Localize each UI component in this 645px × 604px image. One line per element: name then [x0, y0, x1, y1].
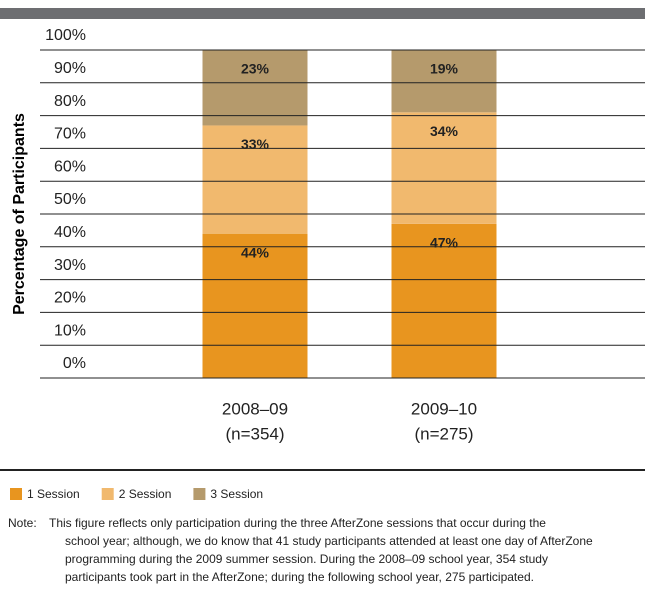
y-tick-label: 10%	[54, 322, 86, 339]
y-tick-label: 30%	[54, 257, 86, 274]
legend-label: 2 Session	[119, 487, 172, 501]
chart: Percentage of Participants 44% 33% 23% 2008…	[0, 8, 645, 501]
note: Note: This figure reflects only particip…	[8, 514, 638, 586]
value-label: 19%	[430, 61, 459, 77]
note-text: This figure reflects only participation …	[49, 514, 638, 586]
legend-label: 1 Session	[27, 487, 80, 501]
legend-swatch	[10, 488, 22, 500]
y-tick-label: 70%	[54, 126, 86, 143]
bar-segment	[391, 50, 497, 113]
value-label: 34%	[430, 123, 459, 139]
y-tick-label: 100%	[45, 27, 86, 44]
bar-segment	[391, 223, 497, 378]
value-label: 33%	[241, 136, 270, 152]
y-tick-label: 40%	[54, 224, 86, 241]
x-tick-note: (n=275)	[414, 424, 473, 443]
bar-segment	[391, 112, 497, 224]
note-line: programming during the 2009 summer sessi…	[65, 552, 548, 566]
legend-swatch	[101, 488, 114, 500]
legend-label: 3 Session	[210, 487, 263, 501]
y-tick-label: 80%	[54, 93, 86, 110]
bar-segment	[202, 50, 308, 126]
y-tick-label: 20%	[54, 290, 86, 307]
y-axis-title: Percentage of Participants	[11, 113, 28, 315]
note-line: This figure reflects only participation …	[49, 516, 546, 530]
value-label: 47%	[430, 235, 459, 251]
top-bar	[0, 8, 645, 19]
note-line: school year; although, we do know that 4…	[65, 534, 593, 548]
value-label: 23%	[241, 61, 270, 77]
y-tick-label: 0%	[63, 355, 86, 372]
y-tick-label: 60%	[54, 158, 86, 175]
x-tick-note: (n=354)	[225, 424, 284, 443]
x-tick-label: 2009–10	[411, 399, 477, 418]
bar-segment	[202, 125, 308, 234]
legend-swatch	[193, 488, 206, 500]
bar-segment	[202, 233, 308, 378]
value-label: 44%	[241, 244, 270, 260]
y-tick-label: 50%	[54, 191, 86, 208]
note-line: participants took part in the AfterZone;…	[65, 570, 534, 584]
x-tick-label: 2008–09	[222, 399, 288, 418]
note-label: Note:	[8, 516, 37, 530]
y-tick-label: 90%	[54, 60, 86, 77]
